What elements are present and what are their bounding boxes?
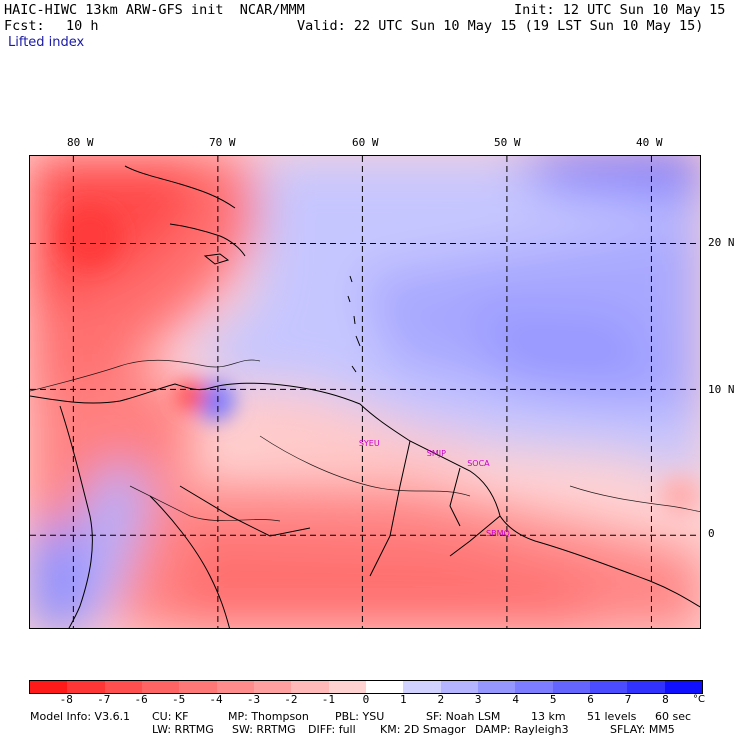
footer-item: PBL: YSU [335, 710, 385, 723]
footer-item: CU: KF [152, 710, 189, 723]
map-canvas [30, 156, 700, 628]
station-label: SBMQ [486, 529, 510, 539]
colorbar-tick-label: 8 [662, 693, 669, 706]
forecast-hour: 10 h [66, 18, 99, 34]
model-title: HAIC-HIWC 13km ARW-GFS init NCAR/MMM [4, 2, 305, 18]
colorbar-segment [328, 681, 366, 693]
lon-label-50w: 50 W [494, 136, 521, 149]
zero-contour [30, 359, 700, 522]
lon-label-70w: 70 W [209, 136, 236, 149]
footer-item: SF: Noah LSM [426, 710, 501, 723]
colorbar-tick-label: 3 [474, 693, 482, 706]
colorbar-segment [141, 681, 180, 693]
colorbar-tick-label: 0 [362, 693, 370, 706]
footer-item: LW: RRTMG [152, 723, 214, 736]
field-name: Lifted index [8, 35, 85, 50]
colorbar-segment [253, 681, 292, 693]
colorbar-tick-label: 4 [512, 693, 519, 706]
colorbar-tick-label: 7 [624, 693, 632, 706]
colorbar-segment [104, 681, 142, 693]
colorbar-segment [67, 681, 105, 693]
lon-label-40w: 40 W [636, 136, 663, 149]
footer-item: SW: RRTMG [232, 723, 296, 736]
station-label: SYEU [358, 438, 380, 448]
lon-label-60w: 60 W [352, 136, 379, 149]
station-label: SOCA [467, 459, 490, 469]
lat-label-10n: 10 N [708, 383, 735, 396]
colorbar-segment [30, 681, 68, 693]
footer-item: MP: Thompson [228, 710, 309, 723]
colorbar-segment [440, 681, 478, 693]
colorbar-segment [403, 681, 441, 693]
colorbar-tick-label: 2 [437, 693, 445, 706]
valid-time: Valid: 22 UTC Sun 10 May 15 (19 LST Sun … [297, 18, 704, 34]
colorbar-tick-label: -3 [246, 693, 261, 706]
forecast-label: Fcst: [4, 18, 45, 34]
colorbar-tick-label: 1 [400, 693, 407, 706]
footer-item: KM: 2D Smagor [380, 723, 466, 736]
footer-item: 13 km [531, 710, 566, 723]
init-time: Init: 12 UTC Sun 10 May 15 [514, 2, 726, 18]
colorbar-tick-label: -5 [171, 693, 186, 706]
colorbar-segment [216, 681, 254, 693]
footer-item: DIFF: full [308, 723, 356, 736]
colorbar-segment [291, 681, 329, 693]
footer-item: SFLAY: MM5 [610, 723, 675, 736]
footer-item: DAMP: Rayleigh3 [475, 723, 569, 736]
colorbar-tick-label: -2 [284, 693, 298, 706]
colorbar-unit: °C [693, 694, 705, 705]
colorbar-segment [515, 681, 553, 693]
colorbar-tick-label: -8 [59, 693, 73, 706]
footer-item: 51 levels [587, 710, 637, 723]
colorbar-segment [552, 681, 590, 693]
colorbar-segment [627, 681, 665, 693]
graticule [30, 156, 700, 628]
colorbar-segment [365, 681, 404, 693]
colorbar-tick-label: -1 [321, 693, 335, 706]
footer-item: Model Info: V3.6.1 [30, 710, 131, 723]
lat-label-20n: 20 N [708, 236, 735, 249]
footer-item: 60 sec [655, 710, 692, 723]
colorbar [29, 680, 703, 694]
lifted-index-map [29, 155, 701, 629]
colorbar-tick-label: 6 [587, 693, 594, 706]
colorbar-segment [179, 681, 217, 693]
colorbar-tick-label: -7 [97, 693, 111, 706]
field-shading [30, 156, 700, 628]
lon-label-80w: 80 W [67, 136, 94, 149]
colorbar-tick-label: -4 [209, 693, 223, 706]
colorbar-tick-label: -6 [134, 693, 148, 706]
colorbar-segment [477, 681, 516, 693]
lat-label-equator: 0 [708, 527, 715, 540]
station-label: SMJP [426, 448, 446, 458]
coastlines [30, 165, 700, 628]
colorbar-tick-label: 5 [549, 693, 557, 706]
colorbar-segment [664, 681, 702, 693]
colorbar-segment [589, 681, 628, 693]
